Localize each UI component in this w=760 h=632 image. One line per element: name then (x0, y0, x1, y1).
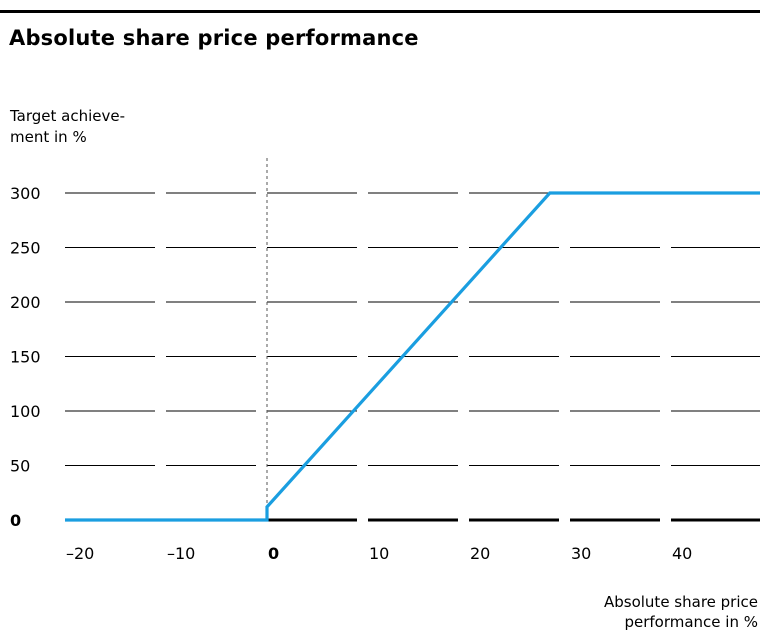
x-tick-label: –10 (167, 544, 195, 563)
y-tick-label: 200 (10, 293, 41, 312)
y-tick-label: 100 (10, 402, 41, 421)
y-tick-label: 0 (10, 511, 21, 530)
y-tick-label: 50 (10, 457, 30, 476)
x-tick-label: 0 (268, 544, 279, 563)
y-tick-label: 250 (10, 239, 41, 258)
x-tick-label: 10 (369, 544, 389, 563)
x-tick-label: 20 (470, 544, 490, 563)
x-tick-label: 30 (571, 544, 591, 563)
x-tick-label: 40 (672, 544, 692, 563)
y-tick-label: 300 (10, 184, 41, 203)
y-tick-label: 150 (10, 348, 41, 367)
x-tick-label: –20 (66, 544, 94, 563)
